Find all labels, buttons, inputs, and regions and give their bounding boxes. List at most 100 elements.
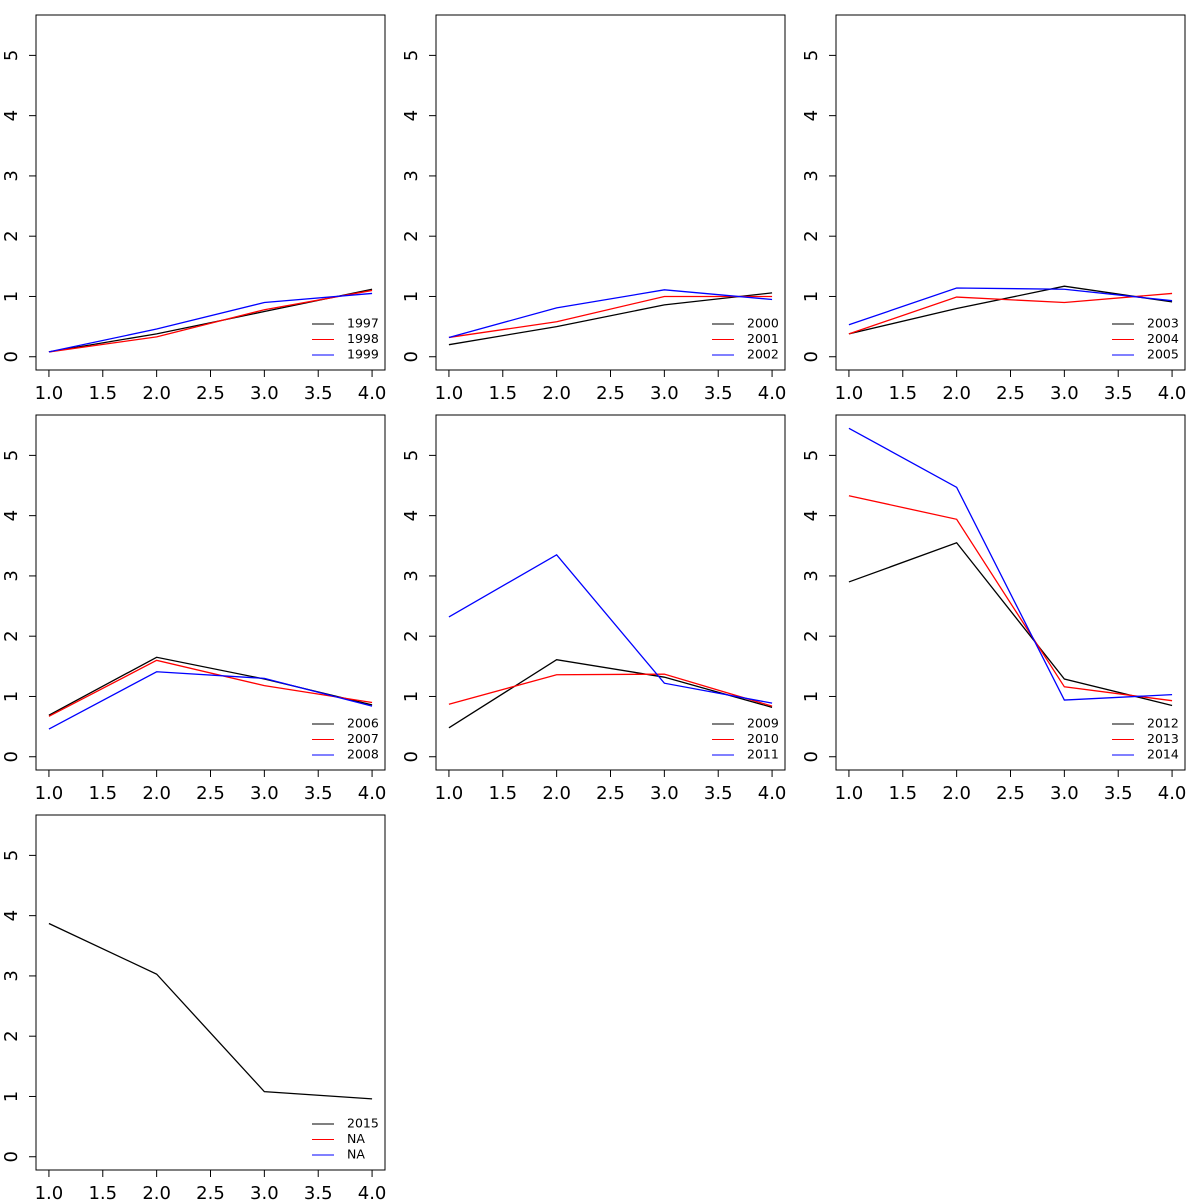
legend-label: 1999 [347,347,379,362]
y-tick-label: 0 [1,351,22,362]
y-tick-label: 3 [1,570,22,581]
x-tick-label: 2.5 [596,383,625,404]
legend-label: 1998 [347,331,379,346]
y-tick-label: 4 [801,510,822,521]
x-tick-label: 2.5 [196,1183,225,1200]
y-tick-label: 5 [401,50,422,61]
x-tick-label: 3.0 [250,783,279,804]
x-tick-label: 2.0 [142,783,171,804]
y-tick-label: 5 [801,50,822,61]
y-tick-label: 4 [1,110,22,121]
x-tick-label: 1.5 [88,783,117,804]
x-tick-label: 1.5 [88,1183,117,1200]
y-tick-label: 1 [801,291,822,302]
x-tick-label: 2.5 [996,383,1025,404]
legend-label: 2000 [747,316,779,331]
y-tick-label: 1 [1,691,22,702]
legend-label: 2012 [1147,716,1179,731]
y-tick-label: 2 [1,1030,22,1041]
y-tick-label: 3 [401,170,422,181]
series-line [48,659,373,717]
y-tick-label: 3 [801,170,822,181]
y-tick-label: 5 [401,450,422,461]
x-tick-label: 2.5 [196,783,225,804]
legend-label: 2004 [1147,331,1179,346]
x-tick-label: 1.0 [35,383,64,404]
x-tick-label: 1.0 [35,1183,64,1200]
y-tick-label: 3 [801,570,822,581]
legend-label: 2003 [1147,316,1179,331]
y-tick-label: 4 [401,110,422,121]
series-line [448,553,773,704]
x-tick-label: 2.0 [542,783,571,804]
x-tick-label: 1.0 [835,783,864,804]
x-tick-label: 2.5 [996,783,1025,804]
x-tick-label: 1.0 [435,783,464,804]
x-tick-label: 1.0 [835,383,864,404]
x-tick-label: 1.0 [35,783,64,804]
x-tick-label: 1.5 [888,383,917,404]
x-tick-label: 2.0 [542,383,571,404]
y-tick-label: 4 [1,510,22,521]
legend-label: 2014 [1147,747,1179,762]
series-line [448,292,773,346]
series-line [848,495,1173,702]
series-line [848,292,1173,335]
x-tick-label: 3.0 [250,1183,279,1200]
y-tick-label: 2 [801,630,822,641]
series-line [448,289,773,339]
plot-frame [435,14,786,371]
x-tick-label: 1.5 [888,783,917,804]
y-tick-label: 3 [1,170,22,181]
plot-frame [35,14,386,371]
legend-label: 2010 [747,731,779,746]
y-tick-label: 2 [1,230,22,241]
x-tick-label: 2.5 [196,383,225,404]
legend-label: 2008 [347,747,379,762]
y-tick-label: 2 [1,630,22,641]
series-line [448,673,773,707]
series-line [48,289,373,353]
y-tick-label: 3 [401,570,422,581]
x-tick-label: 4.0 [1158,783,1187,804]
y-tick-label: 1 [1,291,22,302]
legend-label: 2013 [1147,731,1179,746]
series-line [848,285,1173,335]
plot-frame [835,14,1186,371]
y-tick-label: 0 [401,351,422,362]
x-tick-label: 3.5 [1104,383,1133,404]
x-tick-label: 1.5 [88,383,117,404]
x-tick-label: 4.0 [358,1183,387,1200]
x-tick-label: 2.0 [942,383,971,404]
x-tick-label: 3.0 [650,783,679,804]
series-line [48,656,373,716]
y-tick-label: 1 [401,291,422,302]
y-tick-label: 0 [801,351,822,362]
x-tick-label: 3.0 [650,383,679,404]
series-line [48,671,373,730]
y-tick-label: 1 [1,1091,22,1102]
plot-frame [435,414,786,771]
y-tick-label: 0 [1,751,22,762]
y-tick-label: 5 [1,450,22,461]
y-tick-label: 4 [1,910,22,921]
x-tick-label: 2.0 [142,1183,171,1200]
series-line [48,292,373,353]
x-tick-label: 4.0 [358,783,387,804]
x-tick-label: 2.5 [596,783,625,804]
x-tick-label: 3.5 [304,383,333,404]
legend-label: 2001 [747,331,779,346]
y-tick-label: 4 [801,110,822,121]
x-tick-label: 3.5 [304,1183,333,1200]
plot-frame [35,814,386,1171]
legend-label: 2007 [347,731,379,746]
y-tick-label: 1 [401,691,422,702]
series-line [848,427,1173,701]
